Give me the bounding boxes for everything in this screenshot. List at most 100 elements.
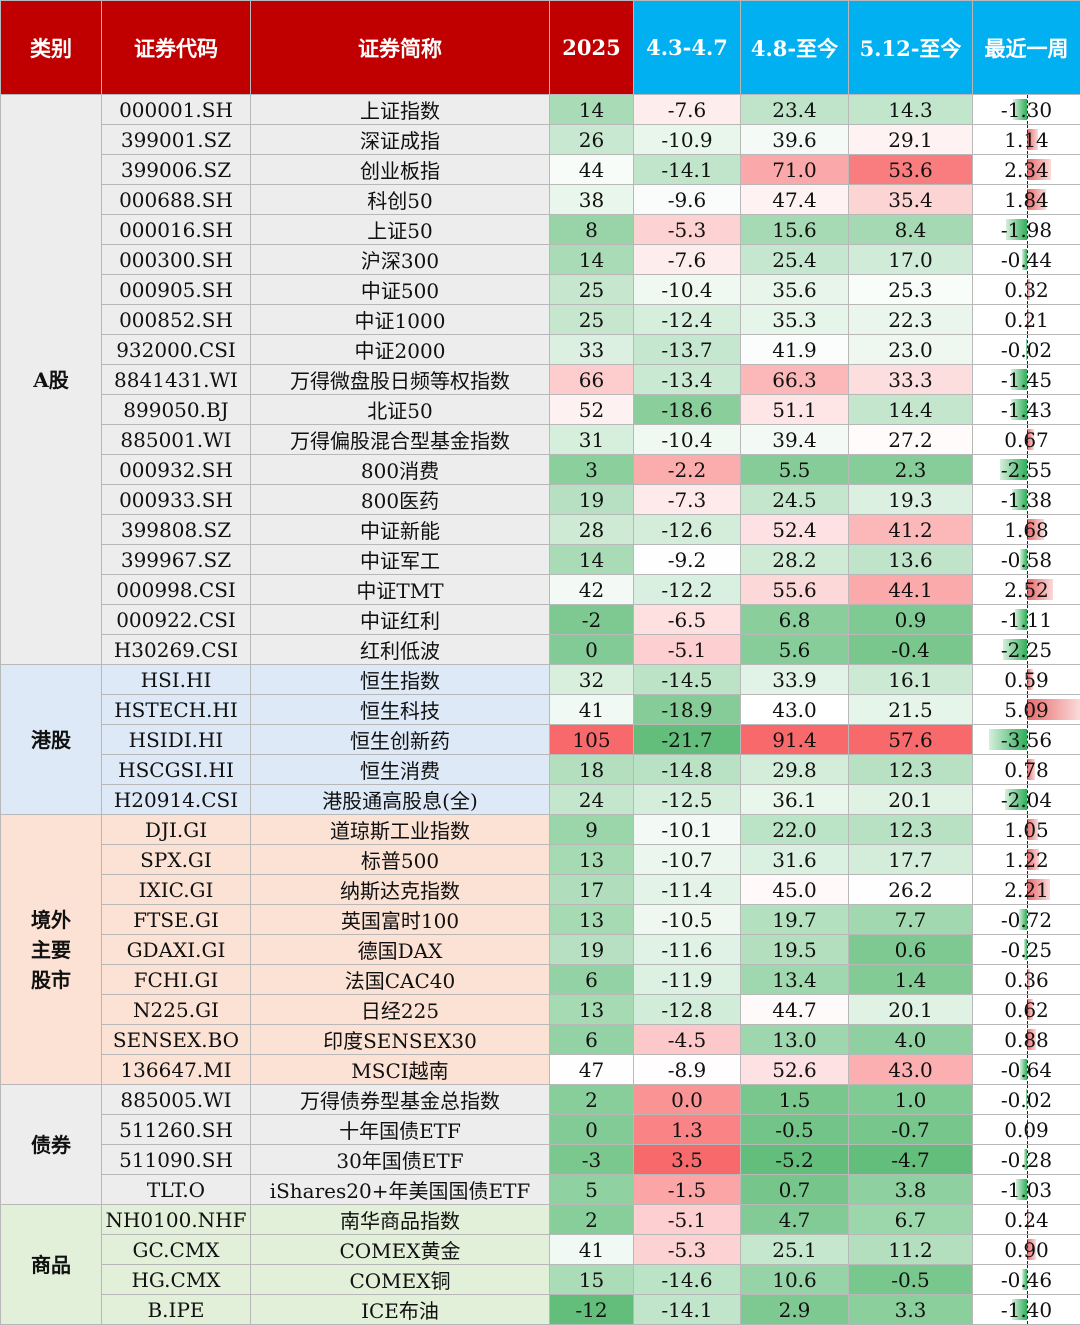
period-2-return: 0.7	[741, 1175, 849, 1205]
ytd-2025: 8	[550, 215, 634, 245]
ytd-2025: 19	[550, 485, 634, 515]
last-week-return: 0.88	[973, 1025, 1080, 1055]
period-3-return: 3.8	[849, 1175, 973, 1205]
period-1-return: -9.6	[634, 185, 741, 215]
last-week-return: -0.02	[973, 1085, 1080, 1115]
last-week-value: -1.03	[1001, 1178, 1052, 1202]
ytd-2025: 25	[550, 305, 634, 335]
ytd-2025: 2	[550, 1085, 634, 1115]
category-cell: 境外主要股市	[1, 815, 102, 1085]
period-1-return: -5.1	[634, 635, 741, 665]
last-week-return: -2.04	[973, 785, 1080, 815]
security-code: HSTECH.HI	[102, 695, 251, 725]
security-name: 恒生消费	[251, 755, 550, 785]
period-3-return: 33.3	[849, 365, 973, 395]
period-3-return: 1.4	[849, 965, 973, 995]
last-week-return: -1.43	[973, 395, 1080, 425]
period-3-return: 2.3	[849, 455, 973, 485]
period-2-return: 29.8	[741, 755, 849, 785]
security-name: 德国DAX	[251, 935, 550, 965]
last-week-return: -0.58	[973, 545, 1080, 575]
period-3-return: 17.7	[849, 845, 973, 875]
security-code: 885005.WI	[102, 1085, 251, 1115]
period-3-return: 44.1	[849, 575, 973, 605]
header-code: 证券代码	[102, 1, 251, 95]
security-name: 法国CAC40	[251, 965, 550, 995]
security-code: FCHI.GI	[102, 965, 251, 995]
last-week-return: 0.09	[973, 1115, 1080, 1145]
last-week-return: 1.84	[973, 185, 1080, 215]
last-week-return: 1.05	[973, 815, 1080, 845]
period-2-return: -0.5	[741, 1115, 849, 1145]
last-week-return: 2.52	[973, 575, 1080, 605]
last-week-return: 5.09	[973, 695, 1080, 725]
ytd-2025: 9	[550, 815, 634, 845]
security-name: 中证1000	[251, 305, 550, 335]
security-code: 000932.SH	[102, 455, 251, 485]
period-2-return: 4.7	[741, 1205, 849, 1235]
period-2-return: 23.4	[741, 95, 849, 125]
last-week-return: 0.36	[973, 965, 1080, 995]
last-week-return: -0.02	[973, 335, 1080, 365]
period-3-return: 20.1	[849, 785, 973, 815]
period-3-return: 22.3	[849, 305, 973, 335]
ytd-2025: 14	[550, 545, 634, 575]
last-week-return: 0.32	[973, 275, 1080, 305]
last-week-value: 1.68	[1004, 518, 1049, 542]
period-2-return: 52.4	[741, 515, 849, 545]
last-week-return: -3.56	[973, 725, 1080, 755]
period-1-return: -12.4	[634, 305, 741, 335]
period-2-return: 1.5	[741, 1085, 849, 1115]
period-2-return: 19.7	[741, 905, 849, 935]
ytd-2025: 14	[550, 95, 634, 125]
security-code: HG.CMX	[102, 1265, 251, 1295]
ytd-2025: -12	[550, 1295, 634, 1325]
security-code: SENSEX.BO	[102, 1025, 251, 1055]
period-1-return: -11.4	[634, 875, 741, 905]
period-2-return: 5.5	[741, 455, 849, 485]
last-week-value: -0.44	[1001, 248, 1052, 272]
ytd-2025: 13	[550, 905, 634, 935]
header-name: 证券简称	[251, 1, 550, 95]
last-week-value: 2.34	[1004, 158, 1049, 182]
category-cell: 商品	[1, 1205, 102, 1325]
period-1-return: -13.7	[634, 335, 741, 365]
security-name: 纳斯达克指数	[251, 875, 550, 905]
security-name: 800医药	[251, 485, 550, 515]
security-code: N225.GI	[102, 995, 251, 1025]
period-2-return: 13.4	[741, 965, 849, 995]
security-name: 沪深300	[251, 245, 550, 275]
period-3-return: 8.4	[849, 215, 973, 245]
security-code: NH0100.NHF	[102, 1205, 251, 1235]
period-3-return: 19.3	[849, 485, 973, 515]
period-3-return: 6.7	[849, 1205, 973, 1235]
last-week-return: -1.03	[973, 1175, 1080, 1205]
period-1-return: -7.6	[634, 95, 741, 125]
security-code: 000300.SH	[102, 245, 251, 275]
period-1-return: 1.3	[634, 1115, 741, 1145]
period-3-return: 0.9	[849, 605, 973, 635]
security-name: 中证500	[251, 275, 550, 305]
security-code: 399001.SZ	[102, 125, 251, 155]
security-code: SPX.GI	[102, 845, 251, 875]
last-week-value: -3.56	[1001, 728, 1052, 752]
ytd-2025: 13	[550, 995, 634, 1025]
last-week-value: -1.40	[1001, 1298, 1052, 1322]
category-cell: A股	[1, 95, 102, 665]
period-3-return: 4.0	[849, 1025, 973, 1055]
security-code: H30269.CSI	[102, 635, 251, 665]
security-name: 科创50	[251, 185, 550, 215]
security-code: HSI.HI	[102, 665, 251, 695]
last-week-value: -1.11	[1001, 608, 1052, 632]
period-2-return: 91.4	[741, 725, 849, 755]
last-week-value: -0.02	[1001, 338, 1052, 362]
period-1-return: 0.0	[634, 1085, 741, 1115]
period-1-return: -7.3	[634, 485, 741, 515]
last-week-value: -1.43	[1001, 398, 1052, 422]
period-3-return: 14.3	[849, 95, 973, 125]
security-code: 000688.SH	[102, 185, 251, 215]
